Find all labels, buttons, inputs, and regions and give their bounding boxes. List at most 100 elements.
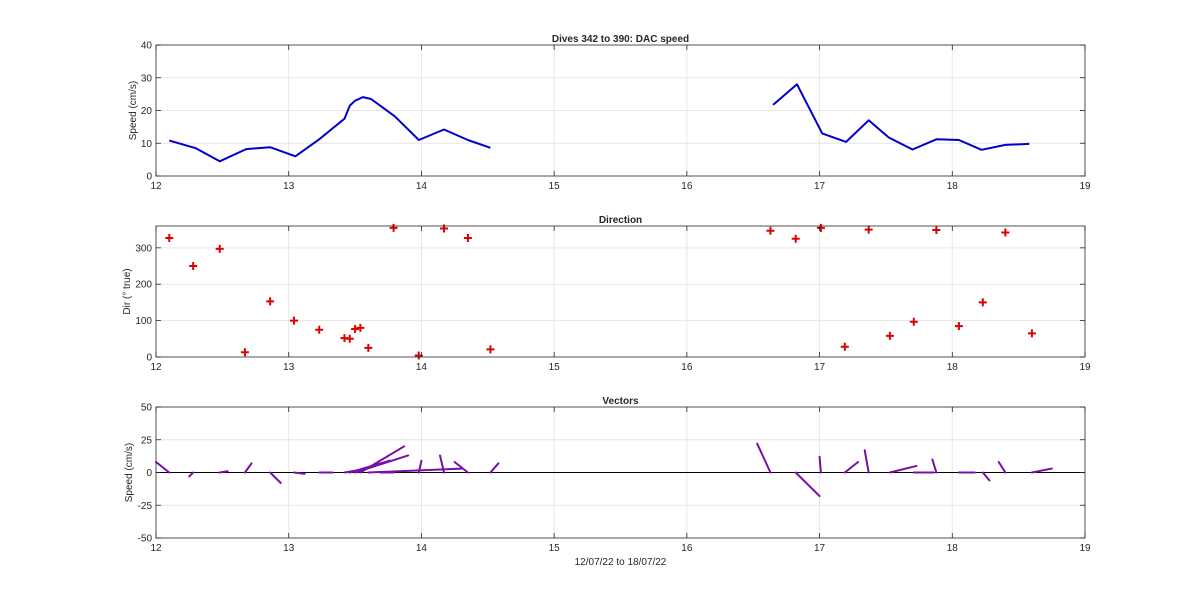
- speed-xtick-label: 15: [549, 181, 561, 192]
- direction-xtick-label: 19: [1079, 362, 1091, 373]
- vectors-panel-title: Vectors: [602, 396, 639, 407]
- vectors-vector: [359, 445, 406, 474]
- direction-xtick-label: 18: [947, 362, 959, 373]
- direction-marker: [1027, 329, 1036, 338]
- direction-marker: [389, 223, 398, 232]
- direction-panel: Direction Dir (° true) 12 13 14 15 16 17 18 19 0…: [122, 215, 1091, 373]
- vectors-xtick-label: 16: [681, 543, 693, 554]
- direction-marker: [240, 348, 249, 357]
- vectors-vector: [417, 459, 423, 474]
- vectors-ytick-label: 50: [141, 403, 153, 414]
- direction-panel-title: Direction: [599, 215, 642, 226]
- vectors-xtick-label: 15: [549, 543, 561, 554]
- vectors-vector: [997, 461, 1007, 474]
- direction-marker: [909, 317, 918, 326]
- direction-xtick-label: 13: [283, 362, 295, 373]
- vectors-panel-ylabel: Speed (cm/s): [124, 443, 135, 502]
- speed-series-line-2: [772, 83, 1030, 151]
- vectors-ytick-label: 0: [146, 468, 152, 479]
- speed-ytick-label: 10: [141, 139, 153, 150]
- direction-marker: [791, 234, 800, 243]
- vectors-ytick-label: -25: [138, 501, 153, 512]
- vectors-xtick-label: 13: [283, 543, 295, 554]
- vectors-xtick-label: 14: [416, 543, 428, 554]
- direction-marker: [351, 324, 360, 333]
- vectors-vector: [243, 462, 253, 474]
- direction-marker: [885, 331, 894, 340]
- direction-marker: [165, 234, 174, 243]
- direction-marker: [189, 262, 198, 271]
- vectors-vector: [981, 471, 991, 482]
- direction-marker: [215, 244, 224, 253]
- direction-panel-ylabel: Dir (° true): [122, 268, 133, 314]
- direction-marker: [864, 225, 873, 234]
- vectors-vector: [489, 462, 500, 474]
- vectors-vector: [269, 471, 282, 484]
- vectors-ytick-label: -50: [138, 534, 153, 545]
- direction-axes-box: [155, 225, 1086, 358]
- vectors-xtick-label: 18: [947, 543, 959, 554]
- speed-xtick-label: 19: [1079, 181, 1091, 192]
- figure-xlabel: 12/07/22 to 18/07/22: [575, 557, 667, 568]
- vectors-vector: [931, 458, 938, 474]
- direction-marker: [954, 322, 963, 331]
- vectors-vector: [756, 442, 772, 474]
- speed-ytick-label: 40: [141, 41, 153, 52]
- direction-xtick-label: 15: [549, 362, 561, 373]
- direction-marker: [978, 298, 987, 307]
- vectors-vector: [453, 461, 469, 474]
- direction-marker: [932, 226, 941, 235]
- direction-marker: [315, 325, 324, 334]
- direction-marker: [356, 323, 365, 332]
- direction-marker: [463, 234, 472, 243]
- vectors-xtick-label: 12: [150, 543, 162, 554]
- speed-xtick-label: 14: [416, 181, 428, 192]
- vectors-vector: [843, 461, 860, 474]
- direction-plot-area: [156, 226, 1085, 357]
- vectors-vector: [155, 461, 171, 474]
- direction-ytick-label: 100: [135, 316, 152, 327]
- vectors-vector: [1030, 467, 1053, 474]
- vectors-vector: [888, 464, 918, 474]
- direction-marker: [364, 343, 373, 352]
- vectors-xtick-label: 19: [1079, 543, 1091, 554]
- vectors-panel: Vectors Speed (cm/s) 12 13 14 15 16 17 18 19 -50…: [124, 396, 1091, 554]
- vectors-vector: [188, 471, 195, 478]
- speed-xtick-label: 12: [150, 181, 162, 192]
- direction-marker: [345, 334, 354, 343]
- speed-ytick-label: 30: [141, 73, 153, 84]
- vectors-ytick-label: 25: [141, 435, 153, 446]
- vectors-vector: [218, 470, 229, 474]
- direction-ytick-label: 200: [135, 280, 152, 291]
- speed-ytick-label: 20: [141, 106, 153, 117]
- direction-xtick-label: 14: [416, 362, 428, 373]
- direction-xtick-label: 17: [814, 362, 826, 373]
- direction-ytick-label: 0: [146, 353, 152, 364]
- vectors-vector: [863, 449, 870, 474]
- speed-series-line-1: [169, 96, 491, 163]
- direction-marker: [840, 342, 849, 351]
- speed-xtick-label: 13: [283, 181, 295, 192]
- direction-xtick-label: 16: [681, 362, 693, 373]
- vectors-vector: [818, 455, 822, 474]
- direction-marker: [290, 316, 299, 325]
- speed-panel: Dives 342 to 390: DAC speed Speed (cm/s)…: [128, 34, 1091, 192]
- direction-ytick-label: 300: [135, 243, 152, 254]
- vectors-xtick-label: 17: [814, 543, 826, 554]
- speed-xtick-label: 17: [814, 181, 826, 192]
- direction-marker: [766, 226, 775, 235]
- direction-marker: [486, 345, 495, 354]
- speed-ytick-label: 0: [146, 172, 152, 183]
- direction-xtick-label: 12: [150, 362, 162, 373]
- speed-xtick-label: 18: [947, 181, 959, 192]
- speed-panel-title: Dives 342 to 390: DAC speed: [552, 34, 689, 45]
- speed-panel-ylabel: Speed (cm/s): [128, 81, 139, 140]
- vectors-vector: [293, 471, 306, 475]
- direction-marker: [266, 297, 275, 306]
- speed-xtick-label: 16: [681, 181, 693, 192]
- direction-marker: [816, 223, 825, 232]
- vectors-vector: [439, 454, 445, 474]
- direction-marker: [1001, 228, 1010, 237]
- vectors-vector: [794, 471, 821, 498]
